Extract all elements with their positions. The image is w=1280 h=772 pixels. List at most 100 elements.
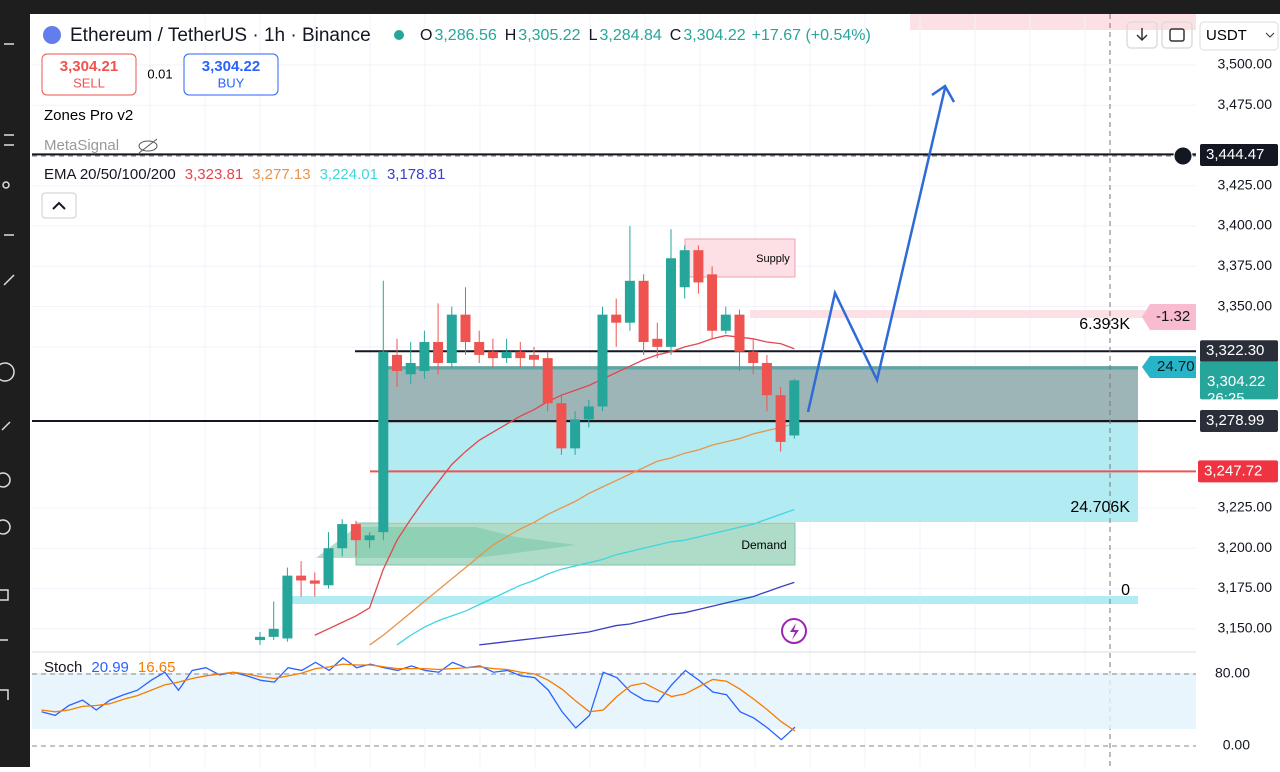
grid <box>32 14 1196 767</box>
candle-body <box>666 258 676 347</box>
y-tick-label: 3,200.00 <box>1218 539 1273 555</box>
indicator-name: Zones Pro v2 <box>44 107 133 124</box>
candle-body <box>624 280 635 323</box>
coin-icon <box>43 26 61 44</box>
candle-body <box>515 351 526 359</box>
ohlc-value: 3,305.22 <box>518 27 580 44</box>
stoch-name: Stoch <box>44 659 82 676</box>
candle-body <box>296 575 307 581</box>
symbol: Ethereum / TetherUS · 1h · Binance <box>70 25 371 46</box>
y-tick-label: 3,175.00 <box>1218 579 1273 595</box>
candle-body <box>501 351 512 359</box>
indicator-name: MetaSignal <box>44 137 119 154</box>
candle-body <box>392 354 402 372</box>
candle-body <box>789 380 800 436</box>
candle-body <box>309 580 320 584</box>
candle-body <box>268 628 279 637</box>
sell-price: 3,304.21 <box>60 58 118 75</box>
candle-body <box>337 524 348 549</box>
chevron <box>1265 32 1275 38</box>
top-zone <box>910 14 1196 30</box>
ema-value: 3,323.81 <box>185 166 243 183</box>
candle-body <box>350 524 361 541</box>
add-alert <box>1173 146 1193 166</box>
stoch-value: 16.65 <box>138 659 176 676</box>
candle-body <box>775 395 786 442</box>
candle-body <box>748 351 759 363</box>
ohlc-key: O <box>420 27 432 44</box>
ema-line <box>479 581 795 646</box>
candle-body <box>652 338 663 347</box>
y-tick-label: 3,375.00 <box>1218 257 1273 273</box>
candle-body <box>583 406 594 420</box>
countdown: 26:25 <box>1207 390 1245 407</box>
candle-body <box>282 575 293 639</box>
ema-legend: EMA 20/50/100/200 3,323.81 3,277.13 3,224.0… <box>44 166 445 183</box>
candle-body <box>419 342 430 372</box>
ema-line <box>314 334 795 636</box>
candle-body <box>734 314 745 352</box>
quantity: 0.01 <box>147 66 172 81</box>
candle-body <box>378 351 389 533</box>
ohlc-value: 3,284.84 <box>599 27 661 44</box>
change: +17.67 (+0.54%) <box>752 27 871 44</box>
price-tag-label: 3,444.47 <box>1206 146 1264 163</box>
zone-tag-label: -1.32 <box>1156 308 1190 325</box>
price-tag <box>1198 460 1278 483</box>
hidden-icon[interactable] <box>138 138 158 154</box>
price-tag <box>1200 409 1278 432</box>
ema-value: 3,224.01 <box>320 166 378 183</box>
stoch-band <box>32 673 1196 729</box>
drawn-arrow <box>806 87 947 413</box>
candle-body <box>323 548 334 586</box>
stoch-tick-label: 0.00 <box>1223 737 1250 753</box>
price-tag <box>1200 340 1278 363</box>
candle-body <box>679 250 690 288</box>
pink-band <box>750 310 1196 318</box>
ohlc-key: L <box>589 27 598 44</box>
candle-body <box>611 314 622 323</box>
left-toolbar <box>0 0 30 767</box>
candle-body <box>720 314 731 331</box>
stoch-value: 20.99 <box>91 659 129 676</box>
candle-body <box>542 358 553 404</box>
currency-select[interactable] <box>1199 21 1279 51</box>
y-tick-label: 3,150.00 <box>1218 620 1273 636</box>
zone-tag <box>1142 356 1196 378</box>
ohlc: O 3,286.56 H 3,305.22 L 3,284.84 C 3,304.22 +17.… <box>420 27 871 44</box>
event-bolt <box>790 623 799 640</box>
candle-body <box>460 314 471 343</box>
candle-body <box>433 342 444 363</box>
candle-body <box>556 403 567 449</box>
ema-name: EMA 20/50/100/200 <box>44 166 176 183</box>
volume-label: 0 <box>1121 582 1130 599</box>
ema-value: 3,178.81 <box>387 166 445 183</box>
stoch-tick-label: 80.00 <box>1215 665 1250 681</box>
candle-body <box>474 342 485 355</box>
event-icon[interactable] <box>781 618 807 644</box>
y-tick-label: 3,475.00 <box>1218 96 1273 112</box>
ohlc-key: H <box>505 27 517 44</box>
y-tick-label: 3,425.00 <box>1218 176 1273 192</box>
candle-body <box>693 250 704 283</box>
volume-label: 6.393K <box>1079 316 1130 333</box>
collapse-button[interactable] <box>41 192 77 219</box>
toolbar-icons <box>0 43 15 700</box>
sell-button[interactable] <box>41 53 137 96</box>
buy-button[interactable] <box>183 53 279 96</box>
candle-body <box>529 354 539 360</box>
ema-value: 3,277.13 <box>252 166 310 183</box>
candle-body <box>364 535 375 541</box>
ema-line <box>369 423 795 646</box>
stoch <box>32 657 1196 747</box>
base-zone <box>292 596 1138 604</box>
candle-body <box>255 636 265 641</box>
y-tick-label: 3,400.00 <box>1218 217 1273 233</box>
buy-price: 3,304.22 <box>202 58 260 75</box>
last-price-tag <box>1200 361 1278 400</box>
candle-body <box>707 274 718 331</box>
top-buttons[interactable] <box>1126 21 1193 49</box>
ema-line <box>396 508 795 646</box>
